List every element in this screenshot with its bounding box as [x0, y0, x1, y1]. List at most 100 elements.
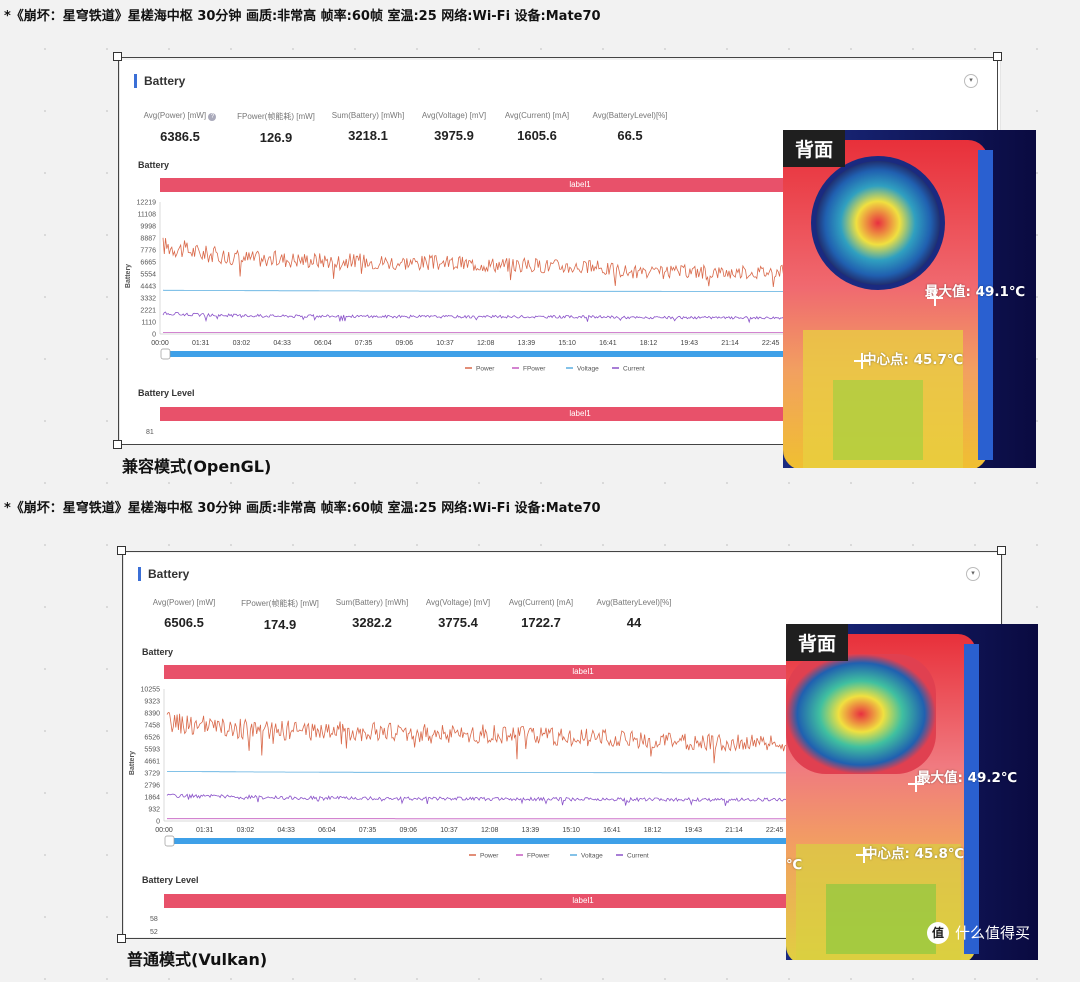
y-tick-label: 10255: [141, 687, 161, 694]
y-tick-label: 2796: [144, 783, 160, 790]
y-tick-label: 12219: [137, 200, 157, 207]
collapse-icon[interactable]: ▾: [966, 567, 980, 581]
stats-row: Avg(Power) [mW] ? 6386.5 FPower(帧能耗) [mW…: [142, 111, 702, 151]
series-line-power: [166, 712, 825, 764]
y-tick-label: 5554: [140, 272, 156, 279]
y-tick-label: 2221: [140, 308, 156, 315]
stats-row: Avg(Power) [mW] 6506.5 FPower(帧能耗) [mW] …: [146, 598, 706, 638]
x-tick-label: 09:06: [396, 340, 414, 347]
x-tick-label: 10:37: [436, 340, 454, 347]
x-tick-label: 19:43: [685, 827, 703, 834]
y-tick-label: 9323: [144, 699, 160, 706]
stat-sum-battery: Sum(Battery) [mWh] 3218.1: [331, 111, 405, 143]
section-battery-title: Battery: [138, 160, 170, 170]
x-tick-label: 22:45: [766, 827, 784, 834]
info-icon[interactable]: ?: [208, 113, 217, 121]
timeline-scrollbar: [163, 351, 823, 357]
y-axis-title: Battery: [129, 751, 136, 775]
series-line-voltage: [166, 771, 824, 774]
thermal-heatmap: [783, 130, 1036, 468]
panel-title: Battery: [134, 74, 185, 88]
y-tick-label: 5593: [144, 747, 160, 754]
smzdm-logo-icon: 值: [926, 922, 949, 944]
x-tick-label: 09:06: [400, 827, 418, 834]
y-tick-label: 9998: [140, 224, 156, 231]
stat-fpower: FPower(帧能耗) [mW] 126.9: [237, 112, 315, 145]
x-tick-label: 04:33: [277, 827, 295, 834]
series-line-current: [166, 793, 825, 808]
x-tick-label: 18:12: [644, 827, 662, 834]
resize-handle[interactable]: [117, 934, 126, 943]
x-tick-label: 03:02: [233, 340, 251, 347]
top-mode-label: 兼容模式(OpenGL): [122, 457, 272, 476]
panel-title: Battery: [138, 567, 189, 581]
thermal-tag: 背面: [786, 624, 849, 661]
crosshair-icon: [908, 776, 924, 792]
x-tick-label: 21:14: [725, 827, 743, 834]
bottom-caption: *《崩坏：星穹铁道》星槎海中枢 30分钟 画质:非常高 帧率:60帧 室温:25…: [4, 501, 601, 516]
y-tick-label: 6526: [144, 735, 160, 742]
thermal-tag: 背面: [783, 130, 846, 167]
resize-handle[interactable]: [113, 440, 122, 449]
x-tick-label: 16:41: [603, 827, 621, 834]
stat-avg-battery-level: Avg(BatteryLevel)[%] 44: [596, 598, 672, 630]
legend-label: Power: [476, 366, 495, 373]
y-axis-title: Battery: [125, 264, 132, 288]
legend-label: Current: [623, 366, 645, 373]
thermal-max-text: 最大值: 49.1℃: [925, 284, 1026, 300]
y-tick-label: 8390: [144, 711, 160, 718]
resize-handle[interactable]: [993, 52, 1002, 61]
level-tick: 52: [150, 929, 158, 936]
x-tick-label: 06:04: [314, 340, 332, 347]
stat-avg-current: Avg(Current) [mA] 1605.6: [504, 111, 570, 143]
bottom-thermal-image: 背面 最大值: 49.2℃ 中心点: 45.8℃ ℃ 值什么值得买: [786, 624, 1038, 960]
x-tick-label: 07:35: [355, 340, 373, 347]
legend-label: Voltage: [581, 853, 603, 860]
x-tick-label: 18:12: [640, 340, 658, 347]
legend-label: Current: [627, 853, 649, 860]
resize-handle[interactable]: [113, 52, 122, 61]
series-line-power: [162, 237, 821, 288]
resize-handle[interactable]: [117, 546, 126, 555]
y-tick-label: 932: [148, 807, 160, 814]
x-tick-label: 12:08: [481, 827, 499, 834]
stat-avg-battery-level: Avg(BatteryLevel)[%] 66.5: [592, 111, 668, 143]
x-tick-label: 22:45: [762, 340, 780, 347]
legend-label: Voltage: [577, 366, 599, 373]
section-battery-level-title: Battery Level: [138, 388, 195, 398]
thermal-edge-text: ℃: [786, 857, 803, 873]
x-tick-label: 00:00: [151, 340, 169, 347]
stat-avg-voltage: Avg(Voltage) [mV] 3975.9: [421, 111, 487, 143]
thermal-heatmap: [786, 624, 1038, 960]
x-tick-label: 01:31: [192, 340, 210, 347]
x-tick-label: 19:43: [681, 340, 699, 347]
x-tick-label: 21:14: [721, 340, 739, 347]
crosshair-icon: [854, 353, 870, 369]
stat-avg-power: Avg(Power) [mW] 6506.5: [152, 598, 216, 630]
legend-label: Power: [480, 853, 499, 860]
stat-avg-voltage: Avg(Voltage) [mV] 3775.4: [425, 598, 491, 630]
y-tick-label: 11108: [138, 212, 157, 219]
legend-label: FPower: [523, 366, 546, 373]
top-thermal-image: 背面 最大值: 49.1℃ 中心点: 45.7℃: [783, 130, 1036, 468]
crosshair-icon: [927, 290, 943, 306]
x-tick-label: 13:39: [518, 340, 536, 347]
x-tick-label: 16:41: [599, 340, 617, 347]
y-tick-label: 7776: [140, 248, 156, 255]
x-tick-label: 07:35: [359, 827, 377, 834]
thermal-max-text: 最大值: 49.2℃: [917, 770, 1018, 786]
thermal-center-text: 中心点: 45.7℃: [863, 352, 964, 368]
stat-sum-battery: Sum(Battery) [mWh] 3282.2: [335, 598, 409, 630]
y-tick-label: 1864: [144, 795, 160, 802]
y-tick-label: 1110: [141, 320, 156, 327]
series-line-current: [162, 311, 821, 324]
level-tick: 58: [150, 916, 158, 923]
collapse-icon[interactable]: ▾: [964, 74, 978, 88]
x-tick-label: 15:10: [558, 340, 576, 347]
section-battery-title: Battery: [142, 647, 174, 657]
series-line-voltage: [162, 289, 820, 292]
battery-line-chart[interactable]: Battery 12219 11108 9998 8887 7776 6665 5554 444…: [120, 196, 1000, 376]
resize-handle[interactable]: [997, 546, 1006, 555]
battery-line-chart[interactable]: Battery 10255 9323 8390 7458 6526 5593 4661 3729…: [124, 683, 1002, 863]
y-tick-label: 8887: [140, 236, 156, 243]
